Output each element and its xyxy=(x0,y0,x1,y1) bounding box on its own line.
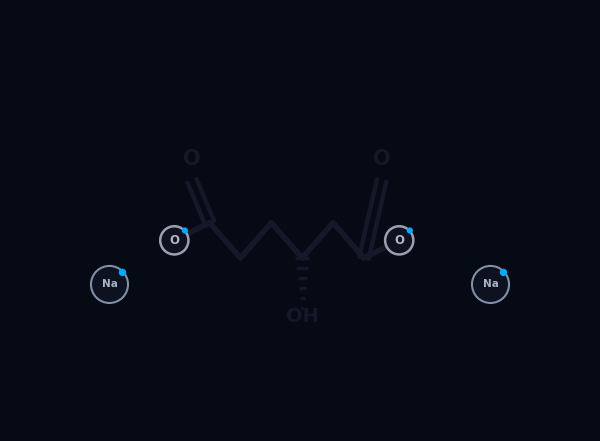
Text: Na: Na xyxy=(482,280,499,289)
Circle shape xyxy=(385,226,413,254)
Text: O: O xyxy=(169,234,179,247)
Text: Na: Na xyxy=(101,280,118,289)
Text: O: O xyxy=(183,149,201,169)
Circle shape xyxy=(91,266,128,303)
Circle shape xyxy=(182,228,188,234)
Circle shape xyxy=(472,266,509,303)
Text: OH: OH xyxy=(286,307,319,326)
Text: O: O xyxy=(373,149,391,169)
Circle shape xyxy=(500,269,507,276)
Circle shape xyxy=(119,269,126,276)
Circle shape xyxy=(160,226,188,254)
Text: O: O xyxy=(394,234,404,247)
Circle shape xyxy=(407,228,413,234)
